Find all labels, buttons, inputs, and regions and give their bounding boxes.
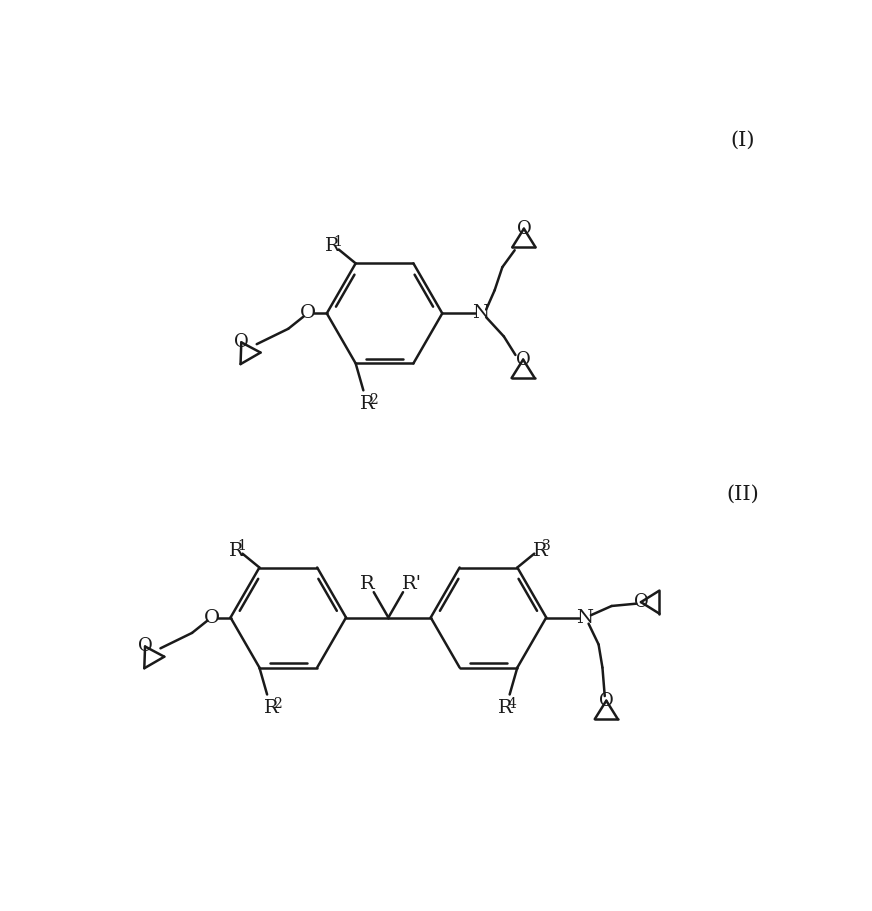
Text: R': R' <box>402 576 422 593</box>
Text: R: R <box>263 700 278 717</box>
Text: R: R <box>229 541 243 559</box>
Text: 1: 1 <box>237 539 246 553</box>
Text: R: R <box>325 238 340 255</box>
Text: (I): (I) <box>731 130 755 149</box>
Text: R: R <box>533 541 548 559</box>
Text: 2: 2 <box>273 697 282 711</box>
Text: O: O <box>515 351 530 369</box>
Text: (II): (II) <box>726 485 759 504</box>
Text: O: O <box>634 593 648 611</box>
Text: O: O <box>138 638 153 656</box>
Text: O: O <box>204 609 220 627</box>
Text: 1: 1 <box>333 235 343 249</box>
Text: R: R <box>499 700 514 717</box>
Text: O: O <box>599 691 614 710</box>
Text: N: N <box>576 609 593 627</box>
Text: 3: 3 <box>542 539 551 553</box>
Text: O: O <box>516 220 531 238</box>
Text: R: R <box>360 576 375 593</box>
Text: O: O <box>234 333 249 352</box>
Text: O: O <box>300 304 317 322</box>
Text: 2: 2 <box>369 393 378 406</box>
Text: R: R <box>360 395 375 414</box>
Text: 4: 4 <box>508 697 516 711</box>
Text: N: N <box>473 304 489 322</box>
